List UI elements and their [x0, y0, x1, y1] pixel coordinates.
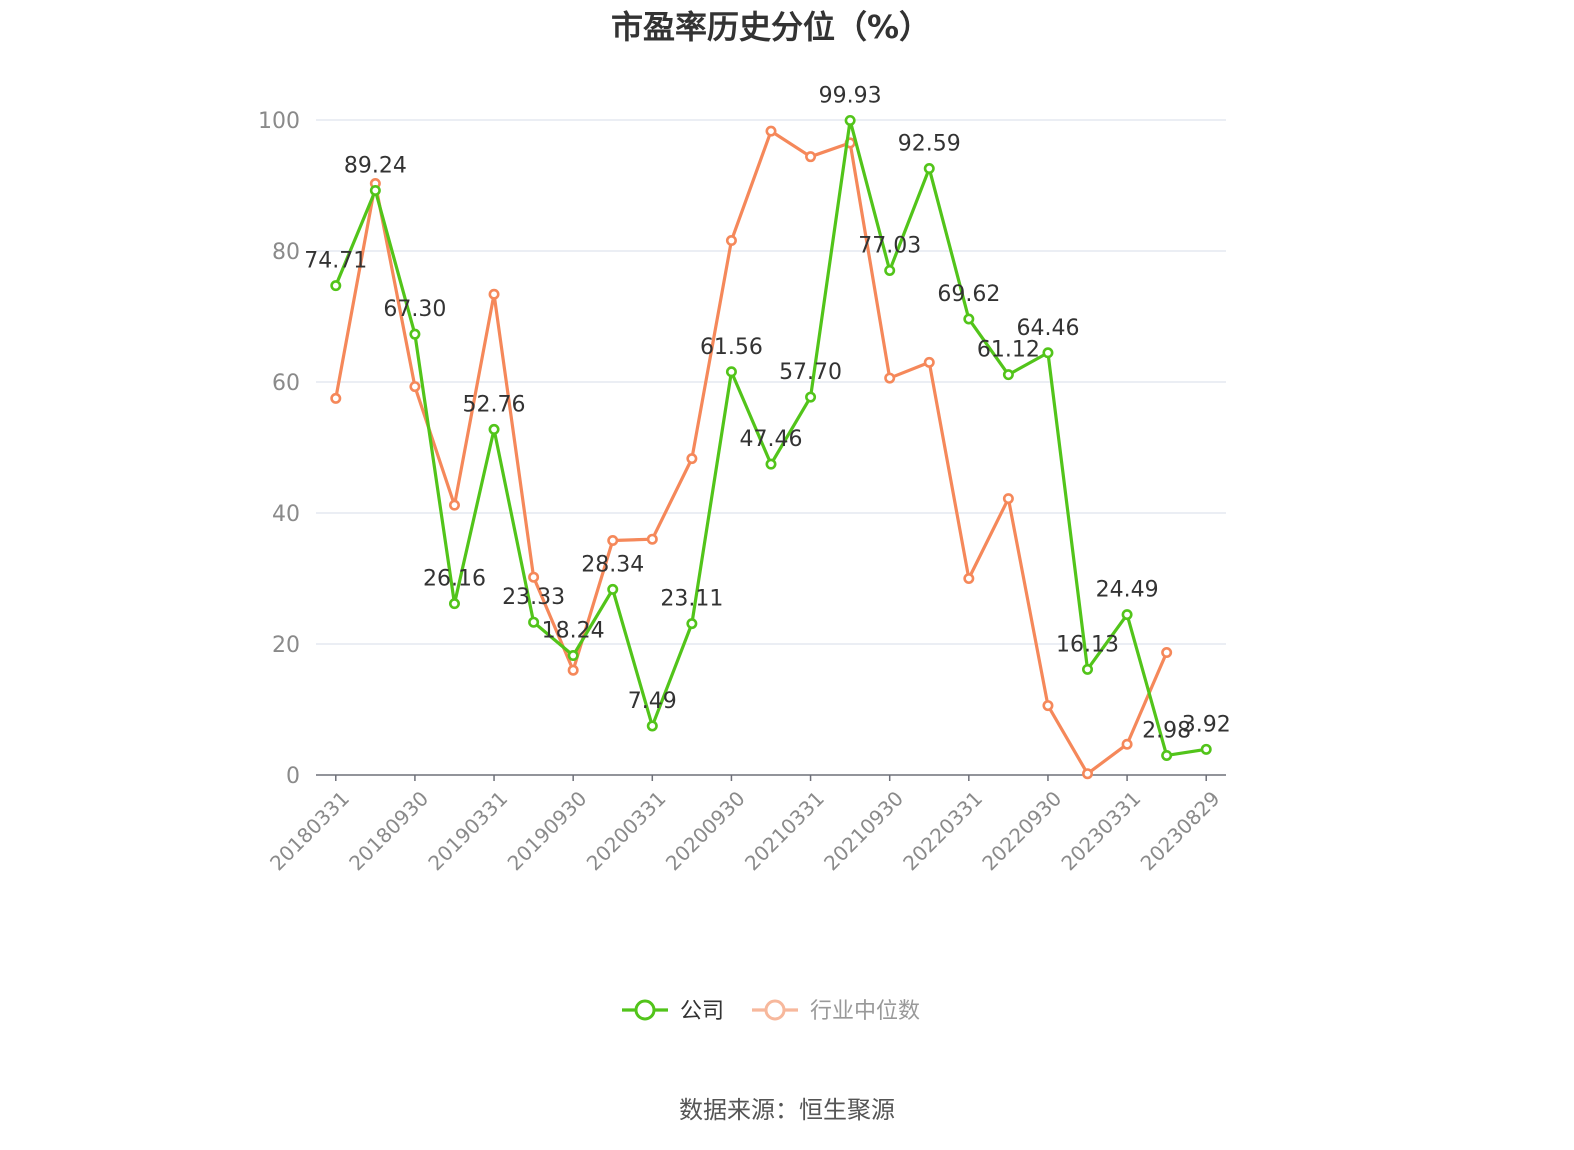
data-label: 16.13 [1056, 632, 1119, 657]
data-point [1082, 663, 1094, 675]
y-tick-label: 40 [272, 502, 300, 527]
data-label: 2.98 [1142, 718, 1191, 743]
data-label: 3.92 [1182, 712, 1231, 737]
data-point [765, 125, 777, 137]
x-tick-label: 20230331 [1056, 786, 1145, 875]
data-point [725, 235, 737, 247]
data-point [409, 381, 421, 393]
data-point [686, 618, 698, 630]
data-point [844, 114, 856, 126]
data-point [805, 151, 817, 163]
data-label: 23.11 [660, 587, 723, 612]
data-label: 99.93 [819, 83, 882, 108]
data-point [488, 288, 500, 300]
x-tick-label: 20220930 [977, 786, 1066, 875]
y-tick-label: 100 [258, 109, 300, 134]
data-label-layer: 74.71 89.24 67.30 26.16 52.76 23.33 18.24 28.34… [304, 83, 1230, 743]
data-point [646, 720, 658, 732]
data-point [1161, 749, 1173, 761]
series-line-1 [334, 129, 1169, 776]
grid-layer [316, 119, 1226, 645]
data-point [528, 616, 540, 628]
data-point [607, 535, 619, 547]
data-point [1121, 609, 1133, 621]
chart-title: 市盈率历史分位（%） [611, 8, 931, 46]
data-label: 89.24 [344, 153, 407, 178]
x-tick-label: 20210930 [819, 786, 908, 875]
x-tick-label: 20200331 [582, 786, 671, 875]
data-point [765, 458, 777, 470]
data-point [963, 313, 975, 325]
x-tick-label: 20230829 [1136, 786, 1225, 875]
data-point [884, 372, 896, 384]
legend-label: 公司 [680, 999, 724, 1024]
data-label: 52.76 [463, 392, 526, 417]
data-label: 24.49 [1096, 578, 1159, 603]
y-tick-label: 80 [272, 240, 300, 265]
data-point [884, 264, 896, 276]
data-point [448, 598, 460, 610]
data-point [567, 664, 579, 676]
data-point [923, 163, 935, 175]
legend-swatch-marker [634, 999, 656, 1021]
data-point [567, 650, 579, 662]
data-point [725, 366, 737, 378]
x-tick-label: 20190331 [423, 786, 512, 875]
legend-swatch-marker [764, 999, 786, 1021]
legend-item-1[interactable]: 行业中位数 [752, 999, 920, 1024]
data-point [1042, 347, 1054, 359]
data-point [1200, 743, 1212, 755]
data-label: 64.46 [1016, 316, 1079, 341]
legend-label: 行业中位数 [810, 999, 920, 1024]
data-point [369, 184, 381, 196]
data-label: 7.49 [628, 689, 677, 714]
data-label: 47.46 [740, 427, 803, 452]
series-layer [330, 114, 1212, 780]
data-label: 26.16 [423, 567, 486, 592]
data-point [488, 423, 500, 435]
data-point [1042, 700, 1054, 712]
x-tick-label: 20180930 [344, 786, 433, 875]
data-label: 69.62 [937, 282, 1000, 307]
data-point [646, 533, 658, 545]
x-tick-label: 20220331 [898, 786, 987, 875]
data-label: 61.12 [977, 338, 1040, 363]
data-point [1161, 647, 1173, 659]
y-tick-label: 20 [272, 633, 300, 658]
y-tick-label: 60 [272, 371, 300, 396]
data-point [409, 328, 421, 340]
data-label: 28.34 [581, 552, 644, 577]
y-tick-label: 0 [286, 764, 300, 789]
data-label: 57.70 [779, 360, 842, 385]
x-tick-label: 20180331 [265, 786, 354, 875]
x-tick-label: 20200930 [661, 786, 750, 875]
x-tick-label: 20190930 [503, 786, 592, 875]
data-point [330, 280, 342, 292]
legend-item-0[interactable]: 公司 [622, 999, 724, 1024]
x-tick-label: 20210331 [740, 786, 829, 875]
data-label: 67.30 [383, 297, 446, 322]
data-point [1121, 738, 1133, 750]
data-label: 23.33 [502, 585, 565, 610]
data-label: 18.24 [542, 619, 605, 644]
data-point [330, 392, 342, 404]
data-point [923, 356, 935, 368]
data-point [1002, 369, 1014, 381]
data-label: 92.59 [898, 132, 961, 157]
data-point [607, 583, 619, 595]
data-label: 77.03 [858, 233, 921, 258]
data-point [686, 453, 698, 465]
legend: 公司 行业中位数 [622, 999, 920, 1024]
data-point [528, 571, 540, 583]
data-point [448, 499, 460, 511]
data-point [963, 572, 975, 584]
data-label: 74.71 [304, 249, 367, 274]
data-point [805, 391, 817, 403]
data-point [1002, 493, 1014, 505]
data-label: 61.56 [700, 335, 763, 360]
data-point [1082, 768, 1094, 780]
chart-source: 数据来源：恒生聚源 [679, 1096, 895, 1124]
